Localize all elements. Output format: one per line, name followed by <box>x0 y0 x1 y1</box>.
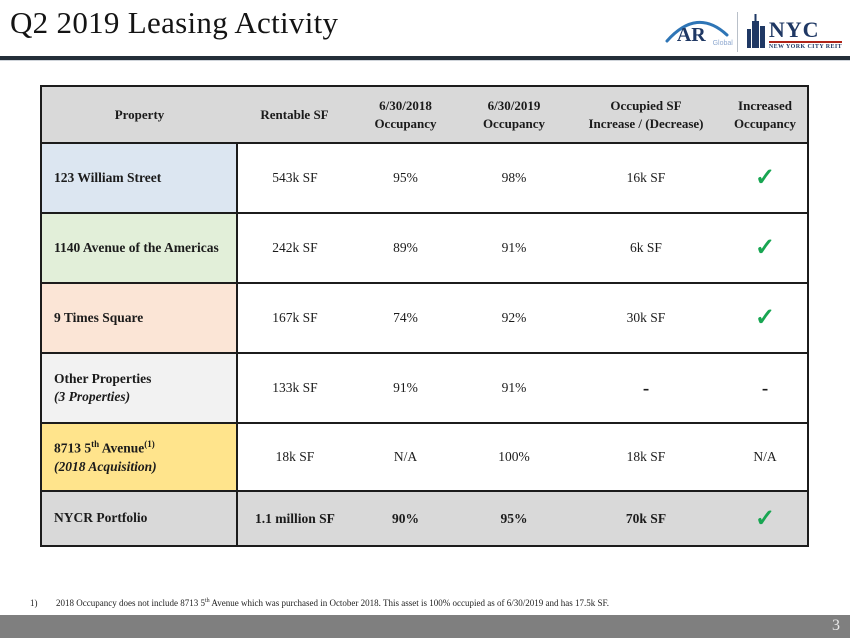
table-row-total: NYCR Portfolio 1.1 million SF 90% 95% 70… <box>41 491 808 546</box>
increased-occupancy-cell: N/A <box>753 449 777 464</box>
property-subtext: (3 Properties) <box>54 389 131 404</box>
logo-area: AR Global NYC NEW YORK CITY REIT <box>661 9 846 55</box>
occupancy-2019-cell: 95% <box>500 510 528 526</box>
occupied-sf-change-cell: 16k SF <box>626 170 666 185</box>
table-row: 9 Times Square 167k SF 74% 92% 30k SF ✓ <box>41 283 808 353</box>
property-cell: 123 William Street <box>41 143 238 213</box>
check-icon: ✓ <box>754 305 776 331</box>
property-cell: 8713 5th Avenue(1) (2018 Acquisition) <box>41 423 238 491</box>
occupied-sf-change-cell: 30k SF <box>626 310 666 325</box>
col-header-occupied-sf-change: Occupied SF Increase / (Decrease) <box>569 86 723 144</box>
dash-mark: - <box>642 377 650 399</box>
occupied-sf-change-cell: 70k SF <box>625 510 667 526</box>
dash-mark: - <box>761 377 769 399</box>
occupancy-2019-cell: 100% <box>498 449 530 464</box>
page-title: Q2 2019 Leasing Activity <box>10 5 339 40</box>
building-icon <box>746 14 765 48</box>
occupancy-2018-cell: N/A <box>393 449 418 464</box>
occupancy-2019-cell: 98% <box>501 170 527 185</box>
occupancy-2019-cell: 91% <box>501 240 527 255</box>
page-number: 3 <box>832 617 840 634</box>
table-row: 1140 Avenue of the Americas 242k SF 89% … <box>41 213 808 283</box>
ar-arc-icon <box>665 20 729 43</box>
rentable-sf-cell: 543k SF <box>272 170 318 185</box>
occupied-sf-change-cell: 18k SF <box>626 449 666 464</box>
table-row: 8713 5th Avenue(1) (2018 Acquisition) 18… <box>41 423 808 491</box>
check-icon: ✓ <box>754 165 776 191</box>
property-cell: 9 Times Square <box>41 283 238 353</box>
footer-bar: 3 <box>0 615 850 638</box>
header-divider-rule <box>0 56 850 61</box>
check-icon: ✓ <box>754 505 776 532</box>
ar-global-logo: AR Global <box>661 9 733 55</box>
occupancy-2018-cell: 95% <box>393 170 418 185</box>
col-header-increased-occupancy: Increased Occupancy <box>723 86 808 144</box>
increased-occupancy-cell: ✓ <box>723 213 808 283</box>
occupied-sf-change-cell: 6k SF <box>630 240 662 255</box>
col-header-property: Property <box>41 86 237 144</box>
ar-logo-subtext: Global <box>712 40 733 47</box>
rentable-sf-cell: 1.1 million SF <box>255 510 335 526</box>
property-cell: NYCR Portfolio <box>41 491 238 546</box>
nyc-logo-subtext: NEW YORK CITY REIT <box>768 44 842 50</box>
increased-occupancy-cell: ✓ <box>723 283 808 353</box>
ar-logo-text: AR <box>676 24 706 46</box>
occupancy-2019-cell: 92% <box>501 310 527 325</box>
rentable-sf-cell: 133k SF <box>272 380 318 395</box>
nyc-logo-text: NYC <box>768 17 820 42</box>
rentable-sf-cell: 242k SF <box>272 240 318 255</box>
occupancy-2018-cell: 90% <box>392 510 419 526</box>
increased-occupancy-cell: ✓ <box>723 143 808 213</box>
occupancy-2018-cell: 91% <box>393 380 418 395</box>
leasing-activity-table: Property Rentable SF 6/30/2018 Occupancy … <box>40 85 809 547</box>
table-header-row: Property Rentable SF 6/30/2018 Occupancy … <box>41 86 808 144</box>
col-header-occupancy-2019: 6/30/2019 Occupancy <box>459 86 569 144</box>
occupancy-2018-cell: 74% <box>393 310 418 325</box>
occupied-sf-change-cell: - <box>569 353 723 423</box>
increased-occupancy-cell: - <box>723 353 808 423</box>
property-cell: 1140 Avenue of the Americas <box>41 213 238 283</box>
increased-occupancy-cell: ✓ <box>723 491 808 546</box>
nyc-red-underline <box>768 41 842 43</box>
footnote-number: 1) <box>30 598 38 608</box>
occupancy-2019-cell: 91% <box>501 380 527 395</box>
footnote-text: 2018 Occupancy does not include 8713 5th… <box>56 598 610 608</box>
table-row: Other Properties (3 Properties) 133k SF … <box>41 353 808 423</box>
property-subtext: (2018 Acquisition) <box>54 458 157 474</box>
col-header-occupancy-2018: 6/30/2018 Occupancy <box>352 86 459 144</box>
footnote: 1) 2018 Occupancy does not include 8713 5… <box>30 598 830 608</box>
check-icon: ✓ <box>754 235 776 261</box>
property-cell: Other Properties (3 Properties) <box>41 353 238 423</box>
rentable-sf-cell: 18k SF <box>275 449 315 464</box>
logo-divider <box>736 12 738 52</box>
occupancy-2018-cell: 89% <box>393 240 418 255</box>
rentable-sf-cell: 167k SF <box>272 310 318 325</box>
table-row: 123 William Street 543k SF 95% 98% 16k S… <box>41 143 808 213</box>
nyc-reit-logo: NYC NEW YORK CITY REIT <box>746 14 846 50</box>
col-header-rentable-sf: Rentable SF <box>237 86 352 144</box>
